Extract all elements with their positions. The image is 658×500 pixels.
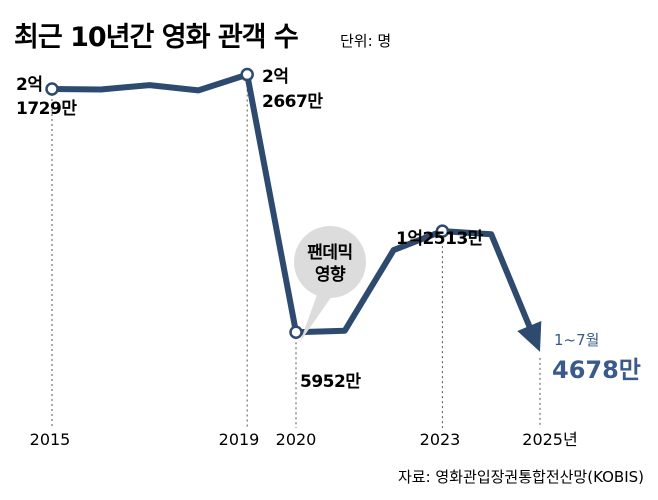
data-label-2015-line-1: 2억 bbox=[16, 75, 42, 95]
data-label-2019-line-1: 2억 bbox=[262, 67, 288, 87]
callout-bubble bbox=[294, 226, 366, 298]
source-note: 자료: 영화관입장권통합전산망(KOBIS) bbox=[398, 468, 644, 486]
arrow-head bbox=[517, 321, 542, 352]
chart-title: 최근 10년간 영화 관객 수 bbox=[14, 22, 298, 53]
unit-label: 단위: 명 bbox=[340, 32, 391, 50]
point-2023 bbox=[435, 224, 450, 238]
point-2020 bbox=[289, 325, 303, 339]
series-line bbox=[49, 71, 533, 336]
data-label-2015-line-2: 1729만 bbox=[16, 99, 77, 119]
x-tick-2020: 2020 bbox=[276, 430, 317, 449]
pandemic-callout: 팬데믹 영향 bbox=[294, 226, 366, 342]
point-2015 bbox=[45, 82, 59, 96]
data-points bbox=[45, 67, 450, 339]
drop-lines bbox=[51, 74, 541, 428]
data-label-2020: 5952만 bbox=[300, 372, 361, 392]
x-tick-2023: 2023 bbox=[420, 430, 461, 449]
callout-tail bbox=[300, 292, 332, 342]
data-label-2025-line-1: 1~7월 bbox=[554, 331, 599, 349]
x-tick-2015: 2015 bbox=[30, 430, 71, 449]
x-tick-2019: 2019 bbox=[219, 430, 260, 449]
callout-line-2: 영향 bbox=[315, 264, 346, 285]
data-label-2019-line-2: 2667만 bbox=[262, 92, 323, 112]
data-label-2023: 1억2513만 bbox=[396, 229, 484, 249]
data-label-2025-line-2: 4678만 bbox=[552, 356, 641, 384]
x-tick-2025: 2025년 bbox=[522, 430, 577, 449]
point-2019 bbox=[240, 67, 254, 82]
callout-line-1: 팬데믹 bbox=[307, 243, 352, 263]
